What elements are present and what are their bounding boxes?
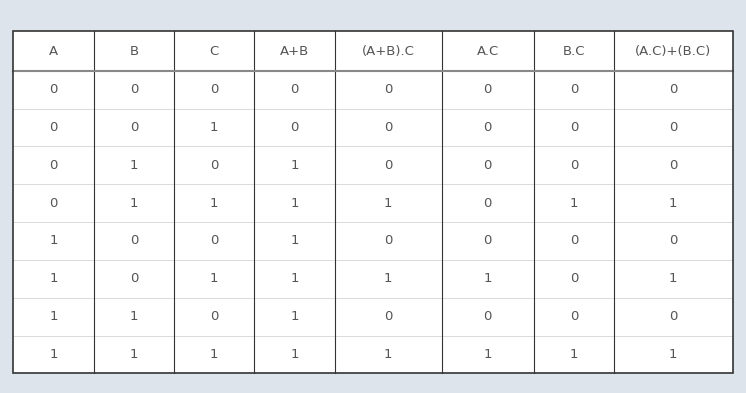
Text: 1: 1 <box>570 196 578 209</box>
Text: 0: 0 <box>290 83 298 96</box>
Text: 1: 1 <box>483 272 492 285</box>
Text: 1: 1 <box>210 121 219 134</box>
Text: 0: 0 <box>130 272 138 285</box>
Text: 0: 0 <box>669 159 677 172</box>
Text: 1: 1 <box>290 235 299 248</box>
Text: 0: 0 <box>669 310 677 323</box>
Text: 1: 1 <box>210 348 219 361</box>
Text: 0: 0 <box>384 310 392 323</box>
Text: 0: 0 <box>570 272 578 285</box>
Text: 1: 1 <box>130 310 138 323</box>
Text: 0: 0 <box>210 310 219 323</box>
Text: 0: 0 <box>483 235 492 248</box>
Text: 1: 1 <box>210 272 219 285</box>
Text: 0: 0 <box>130 121 138 134</box>
Text: 0: 0 <box>570 235 578 248</box>
Text: 1: 1 <box>130 196 138 209</box>
Text: 1: 1 <box>290 196 299 209</box>
Text: 0: 0 <box>49 159 57 172</box>
Text: 1: 1 <box>290 310 299 323</box>
Text: 0: 0 <box>210 235 219 248</box>
Text: 1: 1 <box>669 196 677 209</box>
Text: 0: 0 <box>483 196 492 209</box>
Text: 0: 0 <box>570 310 578 323</box>
Text: 1: 1 <box>384 348 392 361</box>
Text: 1: 1 <box>669 272 677 285</box>
Text: (A+B).C: (A+B).C <box>362 44 415 58</box>
Text: 1: 1 <box>290 272 299 285</box>
Text: 1: 1 <box>570 348 578 361</box>
Text: B.C: B.C <box>562 44 585 58</box>
Text: 0: 0 <box>130 83 138 96</box>
Bar <box>13 31 733 373</box>
Text: 0: 0 <box>384 159 392 172</box>
Text: 1: 1 <box>384 272 392 285</box>
Text: 0: 0 <box>210 159 219 172</box>
Text: 1: 1 <box>49 348 58 361</box>
Text: C: C <box>210 44 219 58</box>
Text: 0: 0 <box>669 235 677 248</box>
Text: 0: 0 <box>570 159 578 172</box>
Text: 0: 0 <box>49 196 57 209</box>
Text: 1: 1 <box>130 348 138 361</box>
Text: 0: 0 <box>483 159 492 172</box>
Text: 0: 0 <box>669 83 677 96</box>
Text: 1: 1 <box>384 196 392 209</box>
Text: A: A <box>49 44 58 58</box>
Text: 1: 1 <box>49 310 58 323</box>
Bar <box>13 31 733 373</box>
Text: (A.C)+(B.C): (A.C)+(B.C) <box>635 44 712 58</box>
Text: 0: 0 <box>483 121 492 134</box>
Text: 0: 0 <box>483 310 492 323</box>
Text: 0: 0 <box>290 121 298 134</box>
Text: 1: 1 <box>290 159 299 172</box>
Text: 1: 1 <box>130 159 138 172</box>
Text: A.C: A.C <box>477 44 499 58</box>
Text: 1: 1 <box>210 196 219 209</box>
Text: 1: 1 <box>290 348 299 361</box>
Text: 0: 0 <box>49 121 57 134</box>
Text: 1: 1 <box>49 235 58 248</box>
Text: 0: 0 <box>570 121 578 134</box>
Text: 0: 0 <box>384 83 392 96</box>
Text: 0: 0 <box>669 121 677 134</box>
Text: 0: 0 <box>49 83 57 96</box>
Text: A+B: A+B <box>280 44 309 58</box>
Text: B: B <box>129 44 139 58</box>
Text: 0: 0 <box>210 83 219 96</box>
Text: 1: 1 <box>669 348 677 361</box>
Text: 1: 1 <box>49 272 58 285</box>
Text: 0: 0 <box>384 235 392 248</box>
Text: 0: 0 <box>570 83 578 96</box>
Text: 0: 0 <box>483 83 492 96</box>
Text: 0: 0 <box>130 235 138 248</box>
Text: 0: 0 <box>384 121 392 134</box>
Text: 1: 1 <box>483 348 492 361</box>
